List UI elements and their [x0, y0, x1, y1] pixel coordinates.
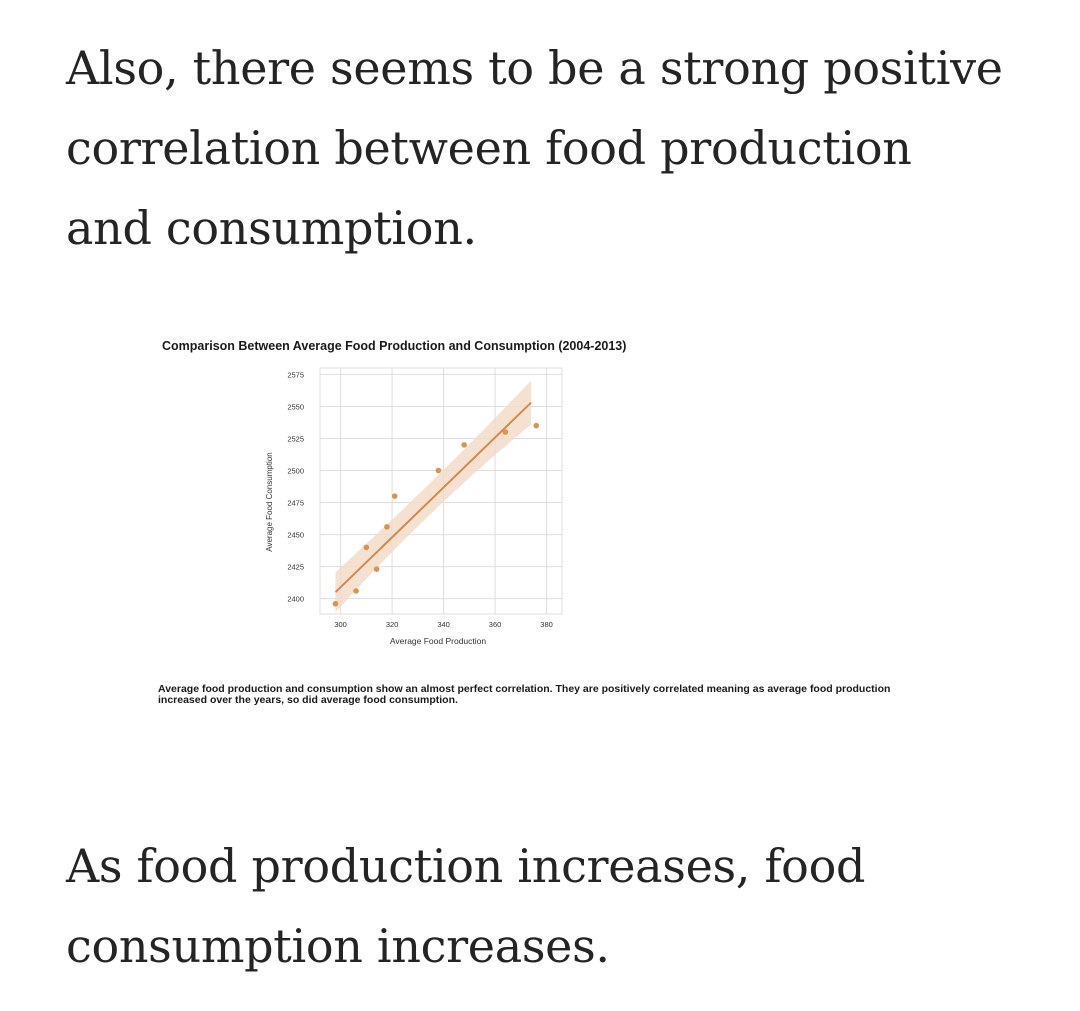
x-tick-label: 360 [489, 620, 502, 629]
scatter-chart: Comparison Between Average Food Producti… [162, 339, 626, 646]
data-point [363, 544, 370, 551]
y-tick-label: 2475 [287, 499, 304, 508]
outro-paragraph: As food production increases, food consu… [66, 826, 1056, 986]
y-tick-label: 2500 [287, 467, 304, 476]
intro-paragraph: Also, there seems to be a strong positiv… [66, 28, 1056, 268]
data-point [391, 493, 398, 499]
data-point [533, 422, 540, 429]
outro-line: consumption increases. [66, 919, 610, 973]
y-tick-label: 2575 [287, 370, 304, 379]
intro-line: Also, there seems to be a strong positiv… [66, 41, 1003, 95]
x-axis-label: Average Food Production [390, 636, 487, 646]
y-tick-label: 2450 [287, 531, 304, 540]
x-tick-label: 340 [437, 620, 450, 629]
y-axis-label: Average Food Consumption [265, 452, 274, 551]
y-tick-labels: 2400 2425 2450 2475 2500 2525 2550 2575 [287, 370, 304, 603]
y-tick-label: 2550 [287, 402, 304, 411]
chart-title: Comparison Between Average Food Producti… [162, 339, 626, 353]
figure-caption: Average food production and consumption … [158, 684, 1018, 706]
chart-figure: Comparison Between Average Food Producti… [150, 332, 1020, 732]
caption-line: increased over the years, so did average… [158, 694, 458, 706]
data-point [384, 524, 390, 530]
data-points [332, 422, 540, 607]
data-point [353, 588, 359, 594]
regression-line-path [334, 401, 532, 593]
y-tick-label: 2425 [287, 563, 304, 572]
regression-line [334, 401, 532, 593]
x-tick-label: 320 [386, 620, 399, 629]
y-tick-label: 2400 [287, 595, 304, 604]
intro-line: and consumption. [66, 201, 477, 255]
y-tick-label: 2525 [287, 434, 304, 443]
outro-line: As food production increases, food [66, 839, 866, 893]
data-point [461, 442, 467, 448]
data-point [332, 600, 339, 607]
data-point [502, 429, 509, 435]
x-tick-label: 300 [334, 620, 347, 629]
data-point [435, 467, 442, 474]
caption-line: Average food production and consumption … [158, 683, 891, 695]
x-tick-labels: 300 320 340 360 380 [334, 620, 552, 629]
intro-line: correlation between food production [66, 121, 912, 175]
data-point [373, 566, 380, 572]
x-tick-label: 380 [540, 620, 553, 629]
